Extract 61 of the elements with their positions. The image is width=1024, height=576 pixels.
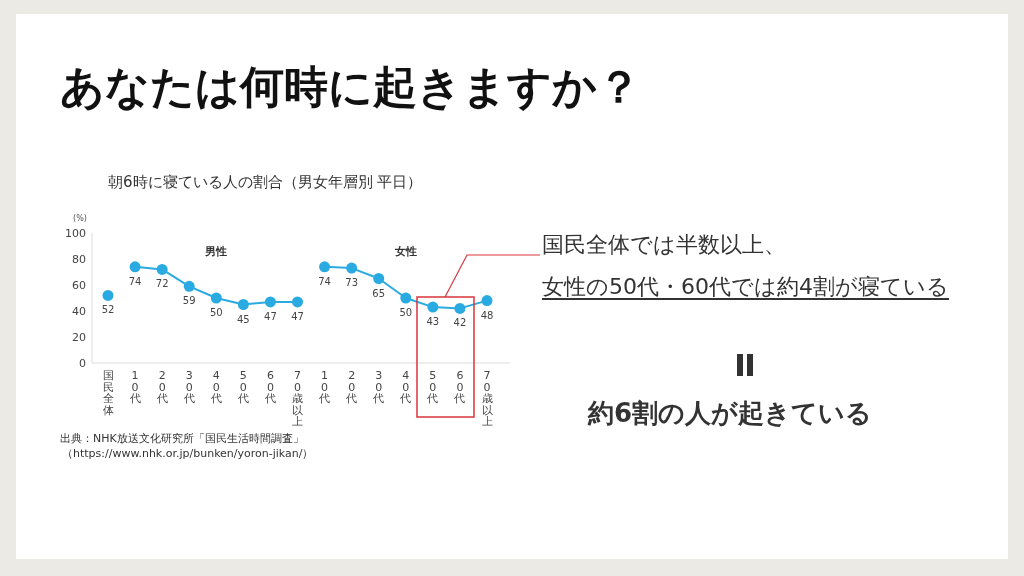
point (400, 292, 412, 304)
text: 国民全体では半数以上、 (542, 231, 786, 259)
data-label: 74 (128, 275, 142, 287)
data-label: 65 (372, 287, 386, 299)
data-label: 73 (345, 277, 359, 289)
data-label: 50 (209, 307, 223, 318)
point (319, 261, 331, 273)
point (481, 295, 493, 307)
data-label: 74 (318, 275, 331, 287)
x-tick-label: 10代 (128, 369, 141, 405)
point (292, 296, 303, 308)
x-tick-label: 20代 (155, 369, 168, 405)
x-tick-label: 国民全体 (102, 369, 114, 417)
text: 女性の50代・60代では約4割が寝ている (542, 273, 950, 301)
x-tick-label: 40代 (209, 369, 222, 405)
data-label: 43 (426, 316, 440, 328)
x-tick-label: 20代 (345, 369, 358, 405)
data-label: 47 (291, 310, 304, 322)
text: 男性 (204, 244, 228, 258)
data-label: 48 (480, 309, 494, 321)
x-tick-label: 70歳以上 (481, 369, 493, 428)
x-tick-label: 10代 (318, 369, 331, 405)
series-label: 女性 (393, 244, 417, 258)
data-label: 47 (264, 310, 277, 322)
data-label: 59 (182, 295, 196, 307)
data-label: 52 (101, 304, 115, 316)
text: （https://www.nhk.or.jp/bunken/yoron-jikan/） (62, 446, 314, 461)
point (237, 299, 249, 310)
y-tick-label: 20 (72, 330, 86, 344)
point (427, 301, 439, 313)
y-tick-label: 40 (72, 304, 86, 318)
y-tick-label: 80 (72, 252, 86, 266)
point (346, 262, 358, 274)
point (183, 280, 195, 292)
x-tick-label: 70歳以上 (292, 369, 303, 428)
point (210, 292, 222, 304)
data-label: 72 (155, 278, 169, 290)
point (373, 273, 385, 284)
y-tick-label: 0 (79, 356, 86, 370)
text: 約6割の人が起きている (588, 397, 873, 430)
point (454, 302, 466, 314)
y-tick-label: 100 (65, 226, 86, 240)
x-tick-label: 40代 (399, 369, 412, 405)
x-tick-label: 30代 (372, 369, 385, 405)
x-tick-label: 30代 (182, 369, 195, 405)
x-tick-label: 60代 (263, 369, 276, 405)
point (264, 296, 276, 308)
data-label: 50 (399, 307, 413, 318)
data-label: 42 (453, 317, 467, 329)
point (156, 263, 168, 275)
y-axis-title: (%) (73, 214, 87, 223)
x-tick-label: 50代 (426, 369, 439, 405)
x-tick-label: 50代 (236, 369, 249, 405)
chart-subtitle: 朝6時に寝ている人の割合（男女年層別 平日） (108, 173, 423, 192)
point (102, 289, 114, 301)
x-tick-label: 60代 (453, 369, 466, 405)
chart-title: あなたは何時に起きますか？ (60, 60, 641, 114)
data-label: 45 (236, 313, 250, 325)
point (129, 261, 141, 273)
y-tick-label: 60 (72, 278, 86, 292)
source-note: 出典：NHK放送文化研究所「国民生活時間調査」 (60, 431, 304, 446)
